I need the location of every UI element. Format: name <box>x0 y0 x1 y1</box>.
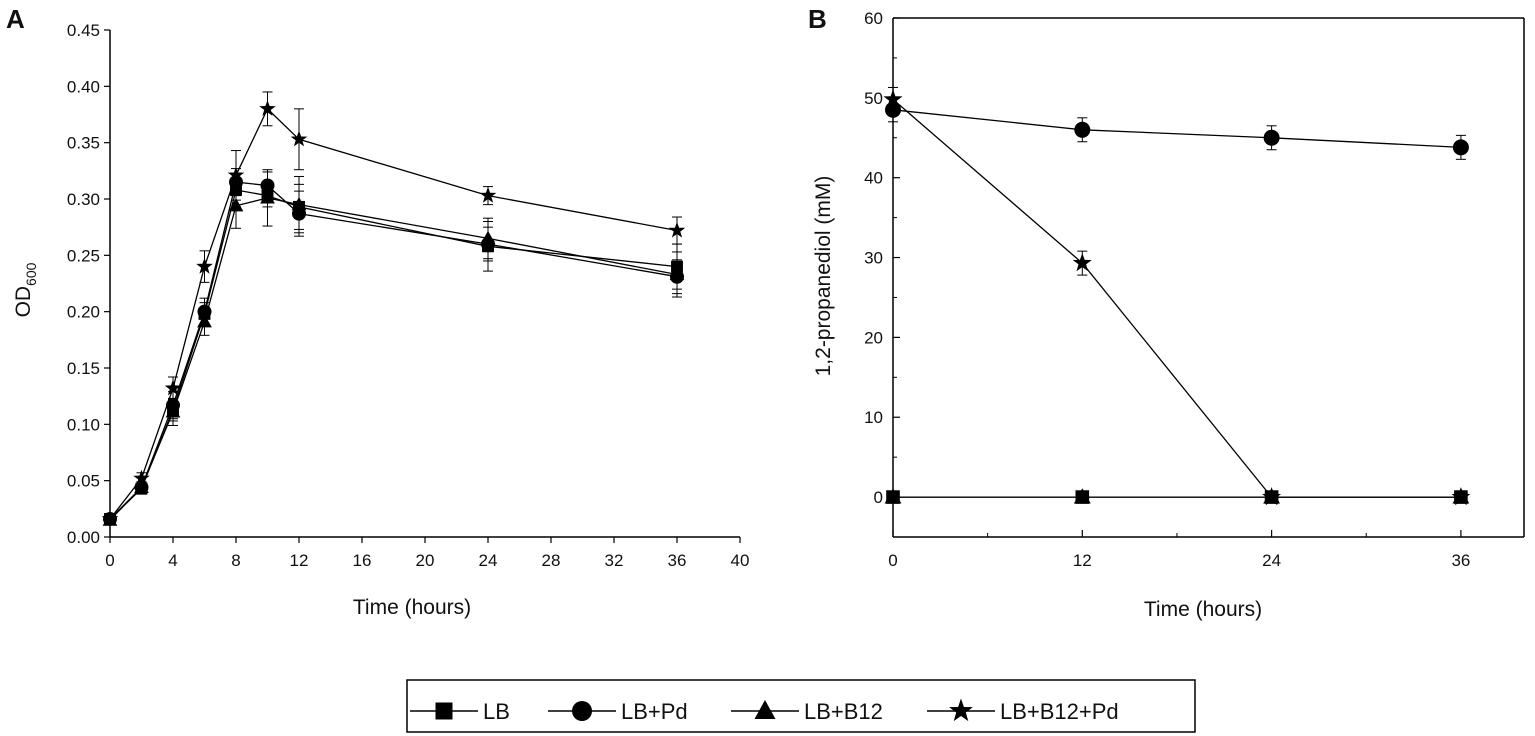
panel-a-y-tick-label: 0.40 <box>67 77 100 96</box>
panel-a-y-tick-label: 0.45 <box>67 21 100 40</box>
data-point <box>884 488 902 504</box>
panel-a-line-lb-b12 <box>109 197 678 521</box>
panel-a-x-axis-title: Time (hours) <box>353 596 471 619</box>
panel-a-line-lb-b12-pd <box>109 107 678 520</box>
data-point <box>260 190 275 204</box>
panel-a-x-tick-label: 0 <box>105 551 114 570</box>
panel-a-series-lb-b12 <box>102 169 685 526</box>
panel-b-chart: Time (hours) 1,2-propanediol (mM) 0 10 20 3… <box>812 9 1525 621</box>
data-point <box>196 257 213 274</box>
legend: LB LB+Pd LB+B12 LB+B12+Pd <box>406 679 1196 733</box>
legend-marker-triangle <box>754 700 776 719</box>
panel-a-x-tick-label: 4 <box>168 551 177 570</box>
panel-a-x-tick-label: 16 <box>353 551 372 570</box>
data-point <box>1072 253 1092 272</box>
data-point <box>259 100 276 116</box>
panel-a-y-axis-title-sub: 600 <box>23 262 39 286</box>
data-point <box>1262 487 1282 506</box>
panel-a-x-tick-label: 28 <box>542 551 561 570</box>
panel-b-y-tick-label: 0 <box>874 488 883 507</box>
legend-item-lb-b12: LB+B12 <box>731 699 883 724</box>
data-point <box>883 89 903 108</box>
legend-label: LB+B12+Pd <box>1000 699 1119 724</box>
legend-label: LB+Pd <box>621 699 688 724</box>
data-point <box>480 230 496 245</box>
data-point <box>669 266 685 281</box>
panel-a-x-tick-label: 32 <box>605 551 624 570</box>
panel-b-series-lb-b12 <box>884 488 1470 504</box>
panel-a-y-axis-title-main: OD <box>12 286 35 318</box>
panel-b-x-tick-label: 24 <box>1262 551 1281 570</box>
panel-b-y-tick-label: 50 <box>864 89 883 108</box>
data-point <box>1073 488 1091 504</box>
data-point <box>1452 139 1469 156</box>
panel-a-y-tick-label: 0.35 <box>67 134 100 153</box>
data-point <box>290 130 308 147</box>
data-point <box>668 221 686 238</box>
data-point <box>133 469 150 486</box>
panel-b-letter: B <box>808 4 827 34</box>
legend-item-lb-pd: LB+Pd <box>548 699 688 724</box>
panel-b-y-tick-label: 30 <box>864 249 883 268</box>
panel-a-y-tick-label: 0.05 <box>67 472 100 491</box>
panel-a-line-lb <box>109 189 678 520</box>
panel-b-y-tick-label: 60 <box>864 9 883 28</box>
panel-a-y-tick-label: 0.00 <box>67 528 100 547</box>
panel-b-x-tick-label: 36 <box>1451 551 1470 570</box>
panel-a-x-tick-label: 40 <box>731 551 750 570</box>
panel-a-y-tick-label: 0.25 <box>67 246 100 265</box>
panel-a-y-axis-title: OD600 <box>12 262 39 317</box>
data-point <box>165 404 181 418</box>
data-point <box>291 196 307 211</box>
panel-a-x-tick-label: 36 <box>668 551 687 570</box>
panel-b-y-tick-label: 10 <box>864 408 883 427</box>
panel-b-x-axis-title: Time (hours) <box>1144 598 1262 621</box>
panel-a-chart: Time (hours) OD600 0.00 0.05 0.10 0.15 0.20 0… <box>12 21 749 619</box>
panel-b-series-lb-pd <box>885 97 1469 160</box>
data-point <box>1451 487 1471 506</box>
panel-a-letter: A <box>6 4 25 34</box>
data-point <box>134 479 149 494</box>
panel-a-x-tick-label: 8 <box>231 551 240 570</box>
panel-a-x-tick-label: 20 <box>416 551 435 570</box>
panel-b-x-tick-label: 12 <box>1073 551 1092 570</box>
data-point <box>479 186 497 203</box>
panel-b-y-axis-title: 1,2-propanediol (mM) <box>812 176 835 377</box>
panel-b-x-tick-label: 0 <box>888 551 897 570</box>
legend-box <box>406 679 1196 733</box>
panel-b-series-lb-b12-pd <box>883 86 1471 506</box>
data-point <box>1263 129 1280 146</box>
panel-b-y-tick-label: 20 <box>864 328 883 347</box>
legend-marker-star <box>949 698 973 722</box>
legend-marker-square <box>435 702 453 720</box>
legend-item-lb-b12-pd: LB+B12+Pd <box>927 698 1119 724</box>
data-point <box>164 379 182 396</box>
legend-marker-circle <box>572 701 592 721</box>
data-point <box>227 166 245 183</box>
data-point <box>1074 121 1091 138</box>
legend-label: LB <box>483 699 510 724</box>
panel-a-series-lb-pd <box>103 168 684 526</box>
panel-a-y-tick-label: 0.15 <box>67 359 100 378</box>
panel-a-series-lb-b12-pd <box>101 91 686 527</box>
panel-a-y-tick-label: 0.20 <box>67 303 100 322</box>
panel-b-line-lb-pd <box>892 109 1461 149</box>
legend-item-lb: LB <box>410 699 510 724</box>
panel-a-x-tick-label: 12 <box>290 551 309 570</box>
panel-a-x-tick-label: 24 <box>479 551 498 570</box>
panel-b-line-lb-b12-pd <box>892 98 1461 498</box>
data-point <box>228 198 244 212</box>
panel-a-y-tick-label: 0.10 <box>67 415 100 434</box>
panel-a-y-tick-label: 0.30 <box>67 190 100 209</box>
data-point <box>197 314 212 328</box>
data-point <box>101 510 119 527</box>
panel-a-series-lb <box>104 172 683 525</box>
legend-label: LB+B12 <box>804 699 883 724</box>
panel-b-y-tick-label: 40 <box>864 169 883 188</box>
